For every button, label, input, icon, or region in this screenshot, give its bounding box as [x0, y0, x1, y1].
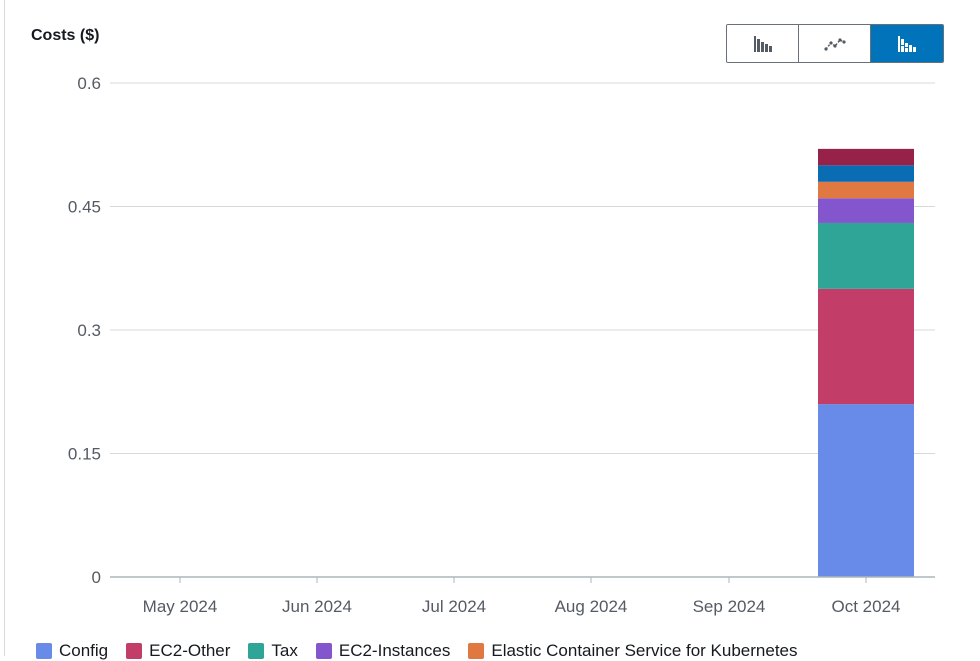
bar-segment[interactable] [818, 198, 914, 223]
y-tick-label: 0.45 [68, 198, 101, 217]
legend-item[interactable]: EC2-Other [126, 641, 230, 661]
bar-segment[interactable] [818, 165, 914, 182]
legend-swatch [468, 643, 485, 659]
legend-swatch [126, 643, 143, 659]
stacked-bar-chart: 0 0.15 0.3 0.45 0.6 May 2024 Jun 2024 Jul 2024 A… [68, 74, 935, 616]
x-tick-label: Jun 2024 [282, 597, 352, 616]
chart-panel [4, 0, 980, 656]
legend-item[interactable]: EC2-Instances [315, 641, 451, 661]
chart-legend: Config EC2-Other Tax EC2-Instances Elastic C… [36, 641, 816, 661]
line-chart-icon [823, 37, 846, 51]
y-axis-title: Costs ($) [31, 27, 100, 44]
bar-segment[interactable] [818, 288, 914, 405]
bar-segment[interactable] [818, 404, 914, 577]
line-chart-button[interactable] [799, 25, 871, 62]
bar-segment[interactable] [818, 222, 914, 289]
legend-swatch [315, 643, 332, 659]
bar-segment[interactable] [818, 148, 914, 166]
legend-swatch [248, 643, 265, 659]
chart-type-toggle[interactable] [726, 24, 944, 63]
legend-label: EC2-Instances [338, 641, 451, 660]
x-tick-label: Sep 2024 [693, 597, 766, 616]
stacked-bar-chart-icon [898, 35, 916, 52]
legend-label: Tax [271, 641, 298, 660]
x-tick-label: Oct 2024 [832, 597, 901, 616]
y-tick-label: 0.15 [68, 445, 101, 464]
legend-label: EC2-Other [149, 641, 231, 660]
legend-item[interactable]: Config [36, 641, 108, 661]
legend-item[interactable]: Elastic Container Service for Kubernetes [468, 641, 798, 661]
x-tick-label: Jul 2024 [422, 597, 486, 616]
y-tick-label: 0.3 [77, 321, 101, 340]
x-tick-label: Aug 2024 [555, 597, 628, 616]
x-tick-label: May 2024 [143, 597, 218, 616]
legend-item[interactable]: Tax [248, 641, 298, 661]
legend-label: Config [59, 641, 109, 660]
legend-label: Elastic Container Service for Kubernetes [491, 641, 798, 660]
bar-chart-icon [753, 35, 772, 52]
stacked-bar-chart-button[interactable] [871, 25, 943, 62]
y-tick-label: 0.6 [77, 74, 101, 93]
bar-chart-button[interactable] [727, 25, 799, 62]
legend-swatch [36, 643, 52, 659]
bar-segment[interactable] [818, 181, 914, 199]
y-tick-label: 0 [92, 568, 101, 587]
